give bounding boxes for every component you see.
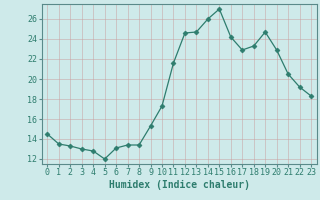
X-axis label: Humidex (Indice chaleur): Humidex (Indice chaleur) bbox=[109, 180, 250, 190]
